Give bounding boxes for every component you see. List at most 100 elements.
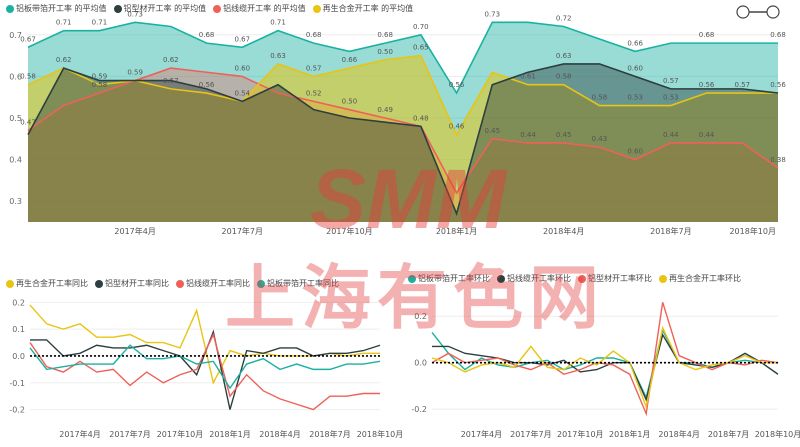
y-tick-label: 0.5 [9, 114, 22, 123]
br-legend-item[interactable]: 铝型材开工率环比 [578, 273, 652, 284]
legend-dot-icon [578, 274, 586, 283]
y-tick-label: -0.2 [9, 406, 25, 415]
data-label: 0.73 [484, 10, 500, 18]
top-legend-item[interactable]: 再生合金开工率 的平均值 [312, 3, 414, 14]
data-label: 0.47 [20, 118, 36, 126]
data-label: 0.44 [520, 131, 536, 139]
series-line-1[interactable] [27, 63, 779, 217]
data-label: 0.63 [556, 52, 572, 60]
data-label: 0.68 [377, 31, 393, 39]
data-label: 0.68 [699, 31, 715, 39]
x-tick-label: 2017年7月 [510, 429, 551, 439]
top-legend-item[interactable]: 铝板带箔开工率 的平均值 [6, 3, 107, 14]
x-tick-label: 2018年7月 [309, 429, 350, 439]
data-label: 0.67 [234, 35, 250, 43]
legend-label: 再生合金开工率环比 [669, 274, 741, 283]
series-line-2[interactable] [29, 332, 380, 411]
legend-label: 铝板带箔开工率同比 [267, 279, 339, 288]
data-label: 0.72 [556, 14, 572, 22]
data-label: 0.62 [163, 56, 179, 64]
y-tick-label: -0.1 [9, 379, 25, 388]
data-label: 0.71 [92, 19, 108, 27]
y-tick-label: 0.3 [9, 197, 22, 206]
data-label: 0.67 [20, 35, 36, 43]
data-label: 0.56 [449, 81, 465, 89]
bl-legend-item[interactable]: 再生合金开工率同比 [6, 278, 88, 289]
legend-dot-icon [6, 279, 14, 288]
legend-label: 铝型材开工率同比 [105, 279, 169, 288]
legend-dot-icon [497, 274, 505, 283]
legend-label: 铝线缆开工率同比 [186, 279, 250, 288]
data-label: 0.56 [699, 81, 715, 89]
data-label: 0.68 [770, 31, 786, 39]
data-label: 0.50 [342, 98, 358, 106]
legend-label: 再生合金开工率同比 [16, 279, 88, 288]
area-fill-1 [28, 63, 778, 222]
legend-dot-icon [176, 279, 184, 288]
x-tick-label: 2017年4月 [461, 429, 502, 439]
data-label: 0.58 [20, 73, 36, 81]
br-legend-item[interactable]: 铝板带箔开工率环比 [408, 273, 490, 284]
y-tick-label: 0.7 [9, 31, 22, 40]
top-legend-item[interactable]: 铝型材开工率 的平均值 [113, 3, 206, 14]
series-line-3[interactable] [29, 344, 381, 390]
data-label: 0.58 [592, 94, 608, 102]
data-label: 0.45 [556, 131, 572, 139]
data-label: 0.68 [199, 31, 215, 39]
data-label: 0.57 [163, 77, 179, 85]
view-toggle[interactable] [735, 5, 781, 19]
data-label: 0.56 [199, 81, 215, 89]
legend-dot-icon [6, 4, 14, 13]
series-line-2[interactable] [431, 302, 779, 417]
br-legend-item[interactable]: 铝线缆开工率环比 [497, 273, 571, 284]
top-legend-item[interactable]: 铝线缆开工率 的平均值 [213, 3, 306, 14]
data-label: 0.63 [270, 52, 286, 60]
data-label: 0.56 [770, 81, 786, 89]
data-label: 0.65 [413, 44, 429, 52]
x-tick-label: 2017年10月 [557, 429, 604, 439]
legend-label: 铝线缆开工率环比 [507, 274, 571, 283]
x-tick-label: 2018年10月 [755, 429, 800, 439]
br-legend-item[interactable]: 再生合金开工率环比 [659, 273, 741, 284]
bl-legend-item[interactable]: 铝型材开工率同比 [95, 278, 169, 289]
y-tick-label: 0.0 [12, 352, 25, 361]
series-line-1[interactable] [432, 332, 779, 402]
data-label: 0.44 [663, 131, 679, 139]
data-label: 0.60 [627, 148, 643, 156]
area-fill-3 [28, 55, 778, 222]
data-label: 0.58 [556, 73, 572, 81]
data-label: 0.66 [342, 56, 358, 64]
x-tick-label: 2018年7月 [650, 226, 691, 236]
series-line-3[interactable] [27, 54, 778, 137]
bl-legend-item[interactable]: 铝板带箔开工率同比 [257, 278, 339, 289]
data-label: 0.50 [377, 48, 393, 56]
legend-label: 铝板带箔开工率 的平均值 [16, 4, 107, 13]
top-area-chart: 0.30.40.50.60.70.670.71 0.710.730.680.670… [9, 10, 786, 236]
legend-label: 再生合金开工率 的平均值 [322, 4, 414, 13]
data-label: 0.53 [663, 94, 679, 102]
y-tick-label: 0.4 [9, 156, 22, 165]
data-label: 0.70 [413, 23, 429, 31]
legend-dot-icon [408, 274, 416, 283]
y-tick-label: 0.2 [414, 312, 427, 321]
data-label: 0.57 [663, 77, 679, 85]
y-tick-label: 0.1 [12, 325, 25, 334]
data-label: 0.60 [627, 64, 643, 72]
data-label: 0.68 [306, 31, 322, 39]
series-line-2[interactable] [27, 67, 779, 195]
data-label: 0.73 [127, 10, 143, 18]
x-tick-label: 2018年7月 [708, 429, 749, 439]
bl-legend-item[interactable]: 铝线缆开工率同比 [176, 278, 250, 289]
top-chart-legend: 铝板带箔开工率 的平均值 铝型材开工率 的平均值 铝线缆开工率 的平均值 再生合金开工… [6, 3, 413, 14]
data-label: 0.44 [699, 131, 715, 139]
data-label: 0.66 [627, 39, 643, 47]
data-label: 0.71 [56, 19, 72, 27]
data-label: 0.38 [770, 156, 786, 164]
series-line-0[interactable] [27, 21, 778, 95]
series-line-3[interactable] [431, 325, 778, 410]
data-label: 0.49 [377, 106, 393, 114]
x-tick-label: 2017年4月 [59, 429, 100, 439]
x-tick-label: 2018年10月 [729, 226, 776, 236]
y-tick-label: 0.0 [414, 359, 427, 368]
